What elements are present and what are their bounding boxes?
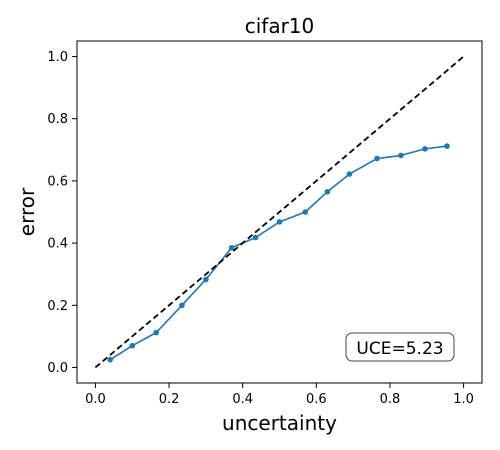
y-tick-label: 0.0 bbox=[47, 361, 68, 376]
y-tick-label: 0.2 bbox=[47, 299, 68, 314]
y-axis-label: error bbox=[15, 187, 39, 236]
calibration-point bbox=[324, 188, 331, 195]
calibration-point bbox=[107, 356, 113, 363]
x-tick-label: 0.2 bbox=[159, 392, 180, 407]
calibration-point bbox=[252, 234, 259, 241]
plot-area bbox=[94, 55, 465, 369]
x-axis-label: uncertainty bbox=[222, 411, 337, 435]
x-tick-label: 0.0 bbox=[85, 392, 106, 407]
y-tick-label: 0.4 bbox=[47, 237, 68, 252]
uce-annotation: UCE=5.23 bbox=[345, 332, 455, 362]
calibration-point bbox=[422, 146, 428, 152]
calibration-point bbox=[374, 155, 380, 162]
calibration-point bbox=[276, 219, 283, 225]
axes-frame bbox=[76, 40, 483, 384]
chart-title: cifar10 bbox=[245, 14, 315, 38]
y-axis-ticks: 0.0 0.2 0.4 0.6 0.8 1.0 bbox=[47, 50, 77, 376]
calibration-point bbox=[153, 329, 159, 336]
x-tick-label: 1.0 bbox=[453, 392, 474, 407]
y-tick-label: 0.8 bbox=[47, 112, 68, 127]
x-tick-label: 0.6 bbox=[306, 392, 327, 407]
calibration-point bbox=[179, 302, 185, 309]
calibration-point bbox=[346, 171, 353, 177]
x-tick-label: 0.4 bbox=[232, 392, 253, 407]
uce-annotation-box bbox=[345, 332, 455, 362]
calibration-point bbox=[444, 143, 450, 149]
y-tick-label: 0.6 bbox=[47, 174, 68, 189]
y-tick-label: 1.0 bbox=[47, 50, 68, 65]
x-axis-ticks: 0.0 0.2 0.4 0.6 0.8 1.0 bbox=[85, 383, 474, 407]
x-tick-label: 0.8 bbox=[380, 392, 401, 407]
uce-annotation-text: UCE=5.23 bbox=[356, 339, 443, 359]
calibration-point bbox=[228, 244, 235, 251]
perfect-calibration-line bbox=[94, 55, 465, 369]
calibration-point bbox=[203, 276, 209, 283]
calibration-point bbox=[129, 342, 136, 349]
calibration-point bbox=[398, 152, 404, 159]
calibration-point bbox=[302, 209, 309, 215]
